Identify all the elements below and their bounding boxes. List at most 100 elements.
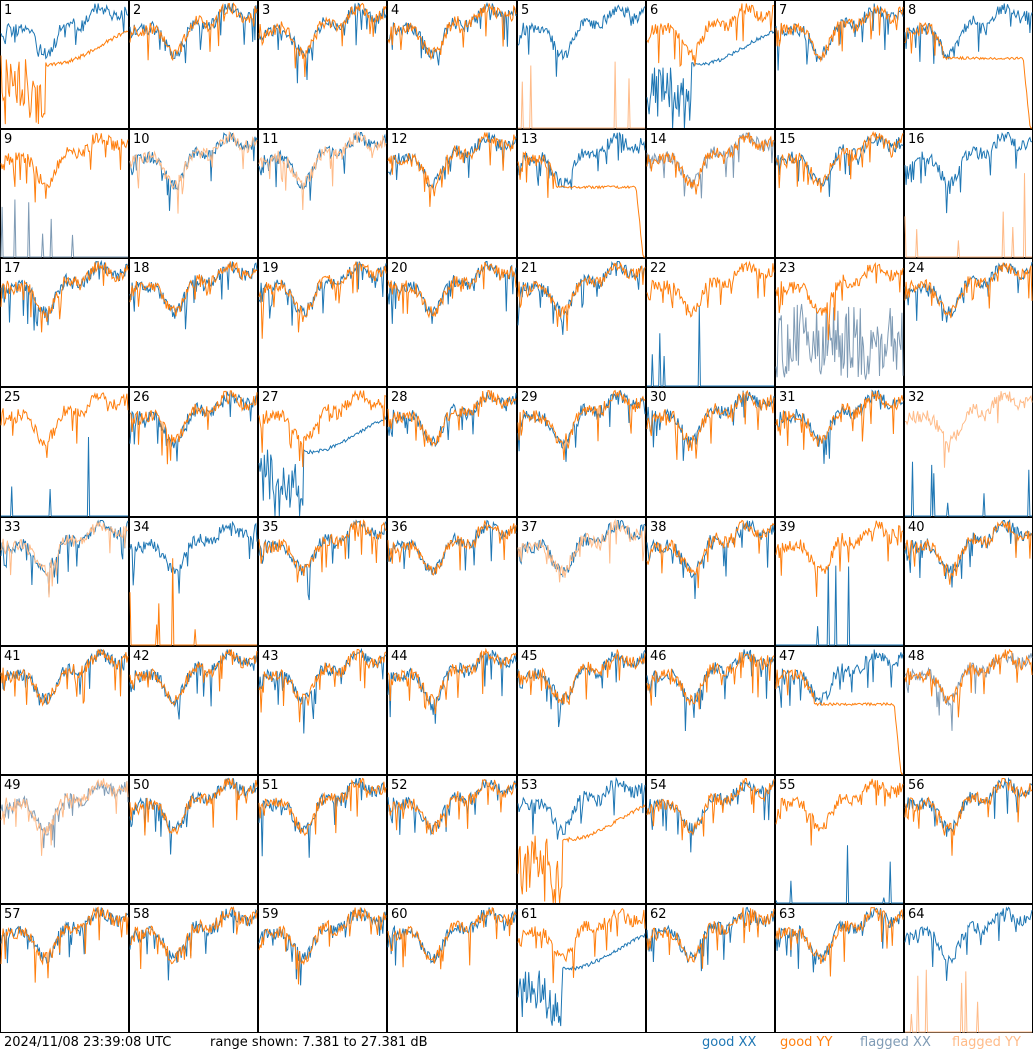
legend-flagged-xx: flagged XX bbox=[860, 1033, 931, 1053]
panel-38: 38 bbox=[646, 517, 775, 646]
panel-label-58: 58 bbox=[133, 907, 150, 922]
panel-8: 8 bbox=[904, 0, 1033, 129]
panel-label-12: 12 bbox=[391, 132, 408, 147]
panel-frame bbox=[258, 258, 387, 387]
panel-label-13: 13 bbox=[521, 132, 538, 147]
series-xx-panel-55 bbox=[775, 845, 903, 904]
series-yy-panel-49 bbox=[0, 778, 129, 856]
panel-5: 5 bbox=[517, 0, 646, 129]
panel-label-46: 46 bbox=[650, 649, 667, 664]
panel-frame bbox=[0, 904, 129, 1033]
series-yy-panel-11 bbox=[258, 130, 387, 211]
panel-frame bbox=[387, 517, 517, 646]
panel-52: 52 bbox=[387, 775, 517, 904]
panel-label-53: 53 bbox=[521, 778, 538, 793]
series-yy-panel-54 bbox=[646, 778, 775, 841]
panel-frame bbox=[387, 387, 517, 517]
panel-frame bbox=[517, 646, 646, 775]
panel-label-6: 6 bbox=[650, 3, 658, 18]
panel-label-54: 54 bbox=[650, 778, 667, 793]
series-yy-panel-18 bbox=[129, 261, 258, 317]
panel-60: 60 bbox=[387, 904, 517, 1033]
series-yy-panel-13 bbox=[517, 150, 645, 258]
panel-label-23: 23 bbox=[779, 261, 796, 276]
panel-42: 42 bbox=[129, 646, 258, 775]
panel-label-39: 39 bbox=[779, 520, 796, 535]
panel-61: 61 bbox=[517, 904, 646, 1033]
panel-25: 25 bbox=[0, 387, 129, 517]
series-xx-panel-42 bbox=[129, 649, 258, 720]
panel-frame bbox=[387, 258, 517, 387]
panel-label-1: 1 bbox=[4, 3, 12, 18]
series-xx-panel-40 bbox=[904, 519, 1033, 588]
panel-label-8: 8 bbox=[908, 3, 916, 18]
panel-40: 40 bbox=[904, 517, 1033, 646]
series-xx-panel-54 bbox=[646, 780, 775, 853]
panel-label-30: 30 bbox=[650, 390, 667, 405]
series-yy-panel-58 bbox=[129, 906, 258, 970]
panel-19: 19 bbox=[258, 258, 387, 387]
panel-label-38: 38 bbox=[650, 520, 667, 535]
series-yy-panel-40 bbox=[904, 520, 1033, 585]
series-xx-panel-61 bbox=[517, 933, 646, 1027]
series-xx-panel-47 bbox=[775, 649, 904, 708]
panel-64: 64 bbox=[904, 904, 1033, 1033]
series-yy-panel-63 bbox=[775, 906, 904, 977]
panel-20: 20 bbox=[387, 258, 517, 387]
panel-label-2: 2 bbox=[133, 3, 141, 18]
panel-label-18: 18 bbox=[133, 261, 150, 276]
panel-label-36: 36 bbox=[391, 520, 408, 535]
panel-18: 18 bbox=[129, 258, 258, 387]
legend-flagged-xx-prefix: flagged bbox=[860, 1035, 914, 1050]
legend-flagged-yy-pol: YY bbox=[1005, 1035, 1021, 1050]
panel-label-49: 49 bbox=[4, 778, 21, 793]
series-yy-panel-23 bbox=[775, 261, 904, 341]
panel-7: 7 bbox=[775, 0, 904, 129]
series-yy-panel-20 bbox=[387, 261, 517, 319]
panel-frame bbox=[904, 517, 1033, 646]
panel-50: 50 bbox=[129, 775, 258, 904]
legend-flagged-yy: flagged YY bbox=[952, 1033, 1021, 1053]
series-yy-panel-43 bbox=[258, 649, 387, 723]
series-xx-panel-1 bbox=[0, 3, 129, 60]
series-yy-panel-12 bbox=[387, 132, 517, 207]
panel-label-20: 20 bbox=[391, 261, 408, 276]
series-yy-panel-57 bbox=[0, 906, 129, 983]
series-xx-panel-5 bbox=[517, 4, 646, 77]
series-yy-panel-46 bbox=[646, 652, 775, 710]
panel-48: 48 bbox=[904, 646, 1033, 775]
panel-label-35: 35 bbox=[262, 520, 279, 535]
panel-label-56: 56 bbox=[908, 778, 925, 793]
series-xx-panel-32 bbox=[905, 461, 1032, 517]
panel-15: 15 bbox=[775, 129, 904, 258]
panel-label-7: 7 bbox=[779, 3, 787, 18]
series-xx-panel-46 bbox=[646, 649, 775, 732]
panel-39: 39 bbox=[775, 517, 904, 646]
series-yy-panel-48 bbox=[904, 648, 1033, 718]
panel-frame bbox=[0, 646, 129, 775]
panel-label-59: 59 bbox=[262, 907, 279, 922]
series-xx-panel-53 bbox=[517, 776, 646, 840]
panel-label-64: 64 bbox=[908, 907, 925, 922]
panel-label-60: 60 bbox=[391, 907, 408, 922]
panel-54: 54 bbox=[646, 775, 775, 904]
panel-label-29: 29 bbox=[521, 390, 538, 405]
panel-4: 4 bbox=[387, 0, 517, 129]
panel-label-47: 47 bbox=[779, 649, 796, 664]
series-xx-panel-9 bbox=[0, 199, 128, 258]
panel-31: 31 bbox=[775, 387, 904, 517]
panel-44: 44 bbox=[387, 646, 517, 775]
panel-12: 12 bbox=[387, 129, 517, 258]
panel-frame bbox=[258, 387, 387, 517]
panel-label-28: 28 bbox=[391, 390, 408, 405]
panel-13: 13 bbox=[517, 129, 646, 258]
panel-23: 23 bbox=[775, 258, 904, 387]
series-yy-panel-62 bbox=[646, 907, 775, 969]
panel-label-51: 51 bbox=[262, 778, 279, 793]
series-yy-panel-45 bbox=[517, 649, 646, 705]
series-yy-panel-35 bbox=[258, 519, 387, 583]
panel-label-42: 42 bbox=[133, 649, 150, 664]
panel-frame bbox=[775, 0, 904, 129]
panel-10: 10 bbox=[129, 129, 258, 258]
